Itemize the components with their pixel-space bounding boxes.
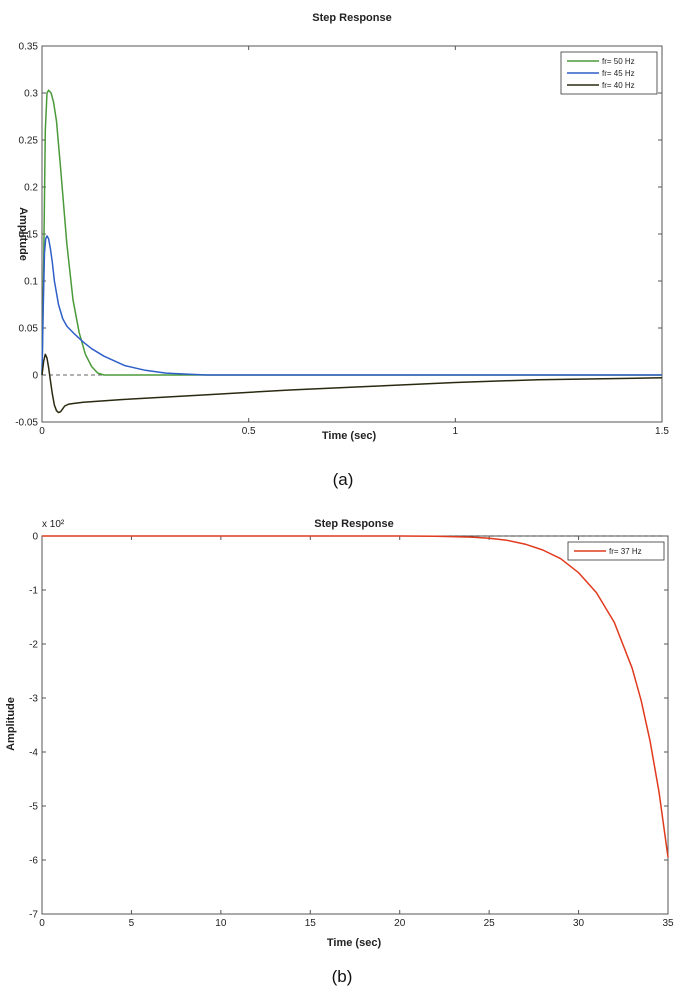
x-tick-label: 15: [305, 918, 317, 929]
chart-a-legend: fr= 50 Hz fr= 45 Hz fr= 40 Hz: [560, 51, 658, 95]
x-tick-label: 20: [394, 918, 406, 929]
legend-label: fr= 50 Hz: [602, 57, 635, 66]
legend-frame: [567, 541, 665, 561]
x-tick-label: 1.5: [655, 426, 669, 437]
y-tick-label: 0: [32, 371, 38, 382]
chart-b-legend: fr= 37 Hz: [567, 541, 665, 561]
series-line: [42, 535, 669, 858]
chart-a-series: [41, 89, 663, 414]
y-tick-label: -4: [29, 748, 38, 759]
y-tick-label: 0.15: [19, 230, 39, 241]
x-tick-label: 1: [453, 426, 459, 437]
y-tick-label: -2: [29, 640, 38, 651]
series-line: [41, 353, 663, 414]
legend-label: fr= 37 Hz: [609, 547, 642, 556]
legend-label: fr= 40 Hz: [602, 81, 635, 90]
x-tick-label: 0: [39, 426, 45, 437]
chart-b-ticks: 0 5 10 15 20 25 30 35 0 -1 -2 -3 -4 -5 -6 -7: [29, 532, 674, 930]
chart-b-xlabel: Time (sec): [327, 937, 382, 949]
y-tick-label: 0.05: [19, 324, 39, 335]
chart-a-ticks: 0 0.5 1 1.50.350.30.250.20.150.10.050-0.05: [15, 42, 669, 438]
x-tick-label: 35: [662, 918, 674, 929]
chart-b-y-exponent: x 10²: [42, 519, 65, 530]
chart-a-xlabel: Time (sec): [322, 430, 377, 442]
y-tick-label: 0.35: [19, 42, 39, 53]
x-tick-label: 30: [573, 918, 585, 929]
x-tick-label: 0: [39, 918, 45, 929]
chart-b-plot-area: [41, 535, 669, 915]
chart-a-plot-area: [41, 45, 663, 423]
y-tick-label: 0.25: [19, 136, 39, 147]
x-tick-label: 25: [484, 918, 496, 929]
x-tick-label: 10: [215, 918, 227, 929]
y-tick-label: 0: [32, 532, 38, 543]
chart-b: Step Response x 10² 0 5 10 15 20 25 30 35 0 -1 -2 -…: [5, 518, 674, 986]
series-line: [41, 89, 662, 376]
chart-b-caption: (b): [332, 967, 353, 986]
chart-b-title: Step Response: [314, 518, 393, 530]
y-tick-label: -7: [29, 910, 38, 921]
y-tick-label: -1: [29, 586, 38, 597]
legend-label: fr= 45 Hz: [602, 69, 635, 78]
chart-a-title: Step Response: [312, 12, 391, 24]
y-tick-label: -6: [29, 856, 38, 867]
legend-frame: [560, 51, 658, 95]
x-tick-label: 0.5: [242, 426, 256, 437]
y-tick-label: -5: [29, 802, 38, 813]
y-tick-label: 0.3: [24, 89, 38, 100]
x-tick-label: 5: [129, 918, 135, 929]
chart-b-ylabel: Amplitude: [5, 697, 17, 751]
y-tick-label: 0.1: [24, 277, 38, 288]
chart-a-ylabel: Amplitude: [17, 207, 29, 261]
y-tick-label: 0.2: [24, 183, 38, 194]
y-tick-label: -0.05: [15, 418, 38, 429]
chart-b-series: [42, 535, 669, 858]
chart-a: Step Response 0 0.5 1 1.5 0.35 0.3 0.25 0.2 0.15…: [15, 12, 669, 489]
y-tick-label: -3: [29, 694, 38, 705]
chart-a-caption: (a): [333, 470, 354, 489]
series-line: [41, 235, 662, 376]
